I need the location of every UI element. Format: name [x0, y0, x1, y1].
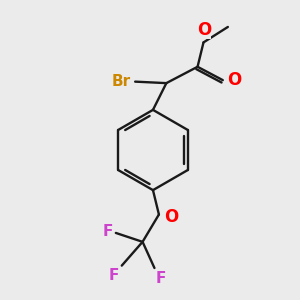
Text: F: F — [103, 224, 113, 239]
Text: O: O — [227, 71, 242, 89]
Text: F: F — [109, 268, 119, 283]
Text: F: F — [156, 271, 166, 286]
Text: O: O — [164, 208, 178, 226]
Text: O: O — [197, 21, 211, 39]
Text: Br: Br — [112, 74, 131, 89]
